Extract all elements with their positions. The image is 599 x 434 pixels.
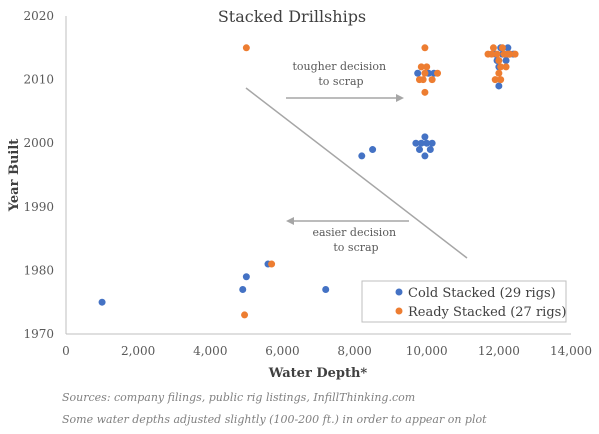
cold-stacked-point — [414, 69, 422, 77]
ready-stacked-point — [268, 260, 276, 268]
ready-stacked-point — [416, 76, 423, 84]
y-tick-label: 2020 — [23, 9, 54, 23]
y-tick-labels: 1970 1980 1990 2000 2010 2020 — [23, 9, 54, 341]
annotation-easier: easier decision to scrap — [312, 226, 399, 254]
y-tick-label: 1970 — [23, 327, 54, 341]
x-tick-label: 8,000 — [337, 344, 371, 358]
data-points — [98, 44, 519, 319]
cold-stacked-point — [426, 146, 434, 154]
footnote-sources: Sources: company filings, public rig lis… — [62, 391, 415, 404]
ready-stacked-point — [423, 63, 431, 71]
x-tick-label: 2,000 — [121, 344, 155, 358]
x-tick-label: 12,000 — [478, 344, 520, 358]
ready-stacked-point — [495, 57, 503, 65]
cold-stacked-point — [502, 57, 510, 65]
ready-stacked-point — [242, 44, 250, 52]
y-tick-label: 1990 — [23, 200, 54, 214]
cold-stacked-point — [495, 82, 503, 90]
y-tick-label: 2000 — [23, 136, 54, 150]
annotation-tougher-line-1: tougher decision — [292, 60, 386, 73]
x-tick-label: 0 — [62, 344, 70, 358]
cold-stacked-point — [416, 146, 423, 154]
legend-label-cold: Cold Stacked (29 rigs) — [408, 286, 556, 301]
cold-stacked-point — [423, 139, 431, 147]
cold-stacked-point — [358, 152, 366, 160]
ready-stacked-point — [511, 50, 519, 58]
cold-stacked-point — [504, 44, 512, 52]
cold-stacked-point — [428, 139, 436, 147]
annotation-tougher-line-2: to scrap — [318, 75, 363, 88]
ready-stacked-point — [434, 69, 442, 77]
x-tick-label: 14,000 — [550, 344, 592, 358]
y-tick-label: 1980 — [23, 263, 54, 277]
ready-stacked-point — [495, 69, 503, 77]
annotation-easier-line-2: to scrap — [333, 241, 378, 254]
ready-stacked-point — [498, 44, 506, 52]
x-tick-labels: 0 2,000 4,000 6,000 8,000 10,000 12,000 14,000 — [62, 344, 592, 358]
legend-box — [361, 280, 567, 323]
ready-stacked-point — [488, 50, 496, 58]
ready-stacked-point — [421, 44, 429, 52]
cold-stacked-point — [322, 285, 330, 293]
cold-stacked-point — [421, 133, 429, 141]
cold-stacked-point — [242, 273, 250, 281]
ready-stacked-point — [497, 63, 505, 71]
chart-title: Stacked Drillships — [218, 7, 366, 26]
footnote-adjustment: Some water depths adjusted slightly (100… — [62, 413, 487, 426]
legend-marker-cold — [395, 288, 403, 296]
legend-label-ready: Ready Stacked (27 rigs) — [408, 305, 566, 320]
legend-marker-ready — [395, 307, 403, 315]
cold-stacked-point — [421, 152, 429, 160]
cold-stacked-point — [369, 146, 377, 154]
x-tick-label: 4,000 — [193, 344, 227, 358]
ready-stacked-point — [241, 311, 249, 319]
cold-stacked-point — [412, 139, 420, 147]
ready-stacked-point — [497, 76, 505, 84]
x-axis-title: Water Depth* — [268, 366, 368, 381]
annotation-easier-line-1: easier decision — [312, 226, 396, 239]
diagonal-divider-line — [245, 87, 468, 259]
cold-stacked-point — [239, 285, 247, 293]
ready-stacked-point — [502, 63, 510, 71]
cold-stacked-point — [98, 298, 106, 306]
ready-stacked-point — [417, 63, 425, 71]
legend: Cold Stacked (29 rigs) Ready Stacked (27… — [361, 280, 567, 323]
ready-stacked-point — [428, 76, 436, 84]
ready-stacked-point — [493, 50, 501, 58]
ready-stacked-point — [421, 88, 429, 96]
cold-stacked-point — [417, 139, 425, 147]
ready-stacked-point — [506, 50, 514, 58]
y-tick-label: 2010 — [23, 73, 54, 87]
ready-stacked-point — [421, 69, 429, 77]
ready-stacked-point — [491, 76, 499, 84]
annotation-tougher: tougher decision to scrap — [292, 60, 389, 88]
y-axis-title: Year Built — [7, 139, 22, 213]
ready-stacked-point — [489, 44, 497, 52]
x-tick-label: 6,000 — [265, 344, 299, 358]
x-tick-label: 10,000 — [406, 344, 448, 358]
